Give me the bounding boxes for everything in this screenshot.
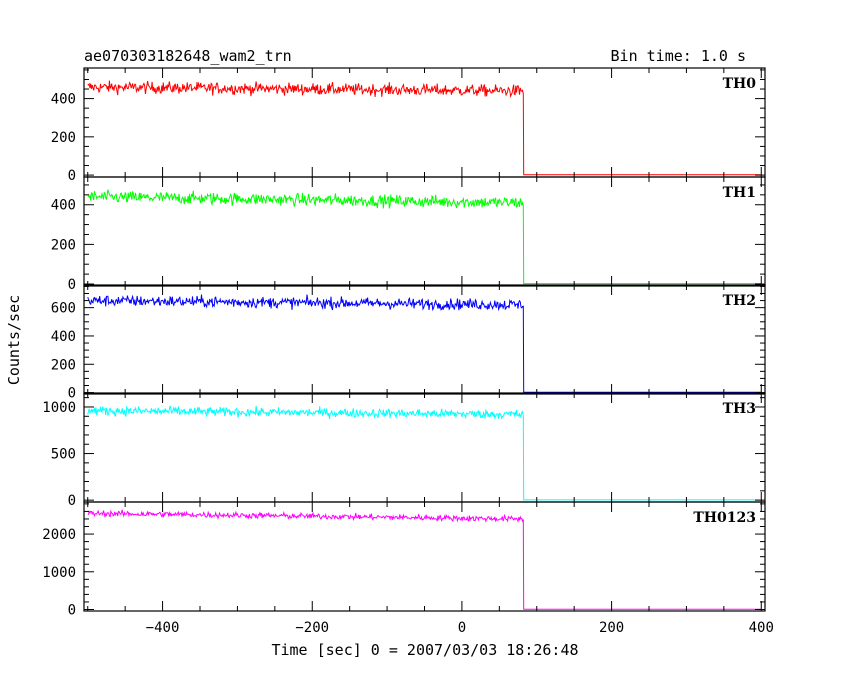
series-line-th0123 bbox=[87, 509, 762, 610]
y-tick-label: 0 bbox=[68, 386, 76, 402]
y-tick-label: 0 bbox=[68, 493, 76, 509]
x-tick-label: 200 bbox=[599, 620, 624, 636]
series-line-th2 bbox=[87, 294, 762, 393]
panel-th0123: 0 1000 2000 TH0123 bbox=[42, 501, 766, 618]
y-tick-label: 600 bbox=[51, 301, 76, 317]
panel-th1: 0 200 400 TH1 bbox=[51, 176, 766, 293]
y-tick-label: 0 bbox=[68, 168, 76, 184]
x-tick-label: 400 bbox=[749, 620, 774, 636]
panel-frame bbox=[83, 392, 766, 503]
y-tick-label: 400 bbox=[51, 329, 76, 345]
panel-frame bbox=[83, 67, 766, 178]
y-tick-label: 500 bbox=[51, 447, 76, 463]
series-line-th3 bbox=[87, 405, 762, 501]
panel-label: TH2 bbox=[723, 293, 756, 309]
y-tick-label: 200 bbox=[51, 357, 76, 373]
panel-th2: 0 200 400 600 TH2 bbox=[51, 284, 766, 402]
y-axis-label: Counts/sec bbox=[5, 295, 23, 385]
x-axis-label: Time [sec] 0 = 2007/03/03 18:26:48 bbox=[271, 641, 578, 659]
bin-time-label: Bin time: 1.0 s bbox=[611, 47, 746, 65]
x-tick-label: −200 bbox=[295, 620, 329, 636]
chart-title: ae070303182648_wam2_trn bbox=[84, 47, 292, 65]
y-tick-label: 200 bbox=[51, 237, 76, 253]
panel-th3: 0 500 1000 TH3 bbox=[42, 392, 766, 509]
y-tick-label: 1000 bbox=[42, 400, 76, 416]
y-tick-label: 400 bbox=[51, 198, 76, 214]
panel-frame bbox=[83, 176, 766, 287]
panel-label: TH3 bbox=[723, 401, 756, 417]
y-tick-label: 2000 bbox=[42, 527, 76, 543]
panel-label: TH0 bbox=[723, 76, 757, 92]
panels-group: 0 200 400 TH0 0 200 400 TH1 0 200 400 600 TH2 0 500 100… bbox=[42, 67, 774, 636]
y-tick-label: 1000 bbox=[42, 565, 76, 581]
y-tick-label: 200 bbox=[51, 130, 76, 146]
y-tick-label: 0 bbox=[68, 602, 76, 618]
panel-label: TH0123 bbox=[693, 510, 756, 526]
y-tick-label: 0 bbox=[68, 277, 76, 293]
x-tick-label: 0 bbox=[458, 620, 466, 636]
panel-label: TH1 bbox=[723, 185, 756, 201]
series-line-th1 bbox=[87, 189, 762, 285]
x-tick-label: −400 bbox=[146, 620, 180, 636]
panel-th0: 0 200 400 TH0 bbox=[51, 67, 766, 184]
y-tick-label: 400 bbox=[51, 92, 76, 108]
series-line-th0 bbox=[87, 80, 762, 176]
